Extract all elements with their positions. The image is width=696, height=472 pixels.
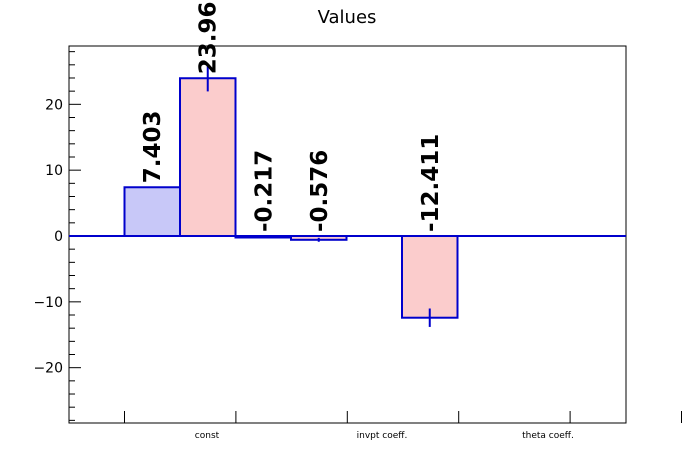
data-label: -0.576 (307, 150, 333, 232)
chart-title: Values (318, 7, 377, 28)
bar (401, 235, 459, 319)
y-tick-label: 10 (45, 163, 63, 179)
x-tick-label: invpt coeff. (357, 431, 408, 441)
bar (179, 77, 237, 238)
y-tick-label: 0 (54, 229, 63, 245)
y-tick-label: −20 (33, 361, 63, 377)
data-label: 7.403 (140, 110, 166, 183)
y-tick-label: 20 (45, 97, 63, 113)
x-tick-label: const (195, 431, 220, 441)
bar (123, 186, 181, 238)
data-label: -0.217 (251, 150, 277, 232)
data-label: -12.411 (418, 134, 444, 232)
x-tick-label: theta coeff. (522, 431, 574, 441)
chart-marks: −20 −10 0 10 20 const invpt coeff. theta coeff.… (33, 0, 682, 441)
y-tick-label: −10 (33, 295, 63, 311)
data-label: 23.961 (196, 0, 222, 74)
